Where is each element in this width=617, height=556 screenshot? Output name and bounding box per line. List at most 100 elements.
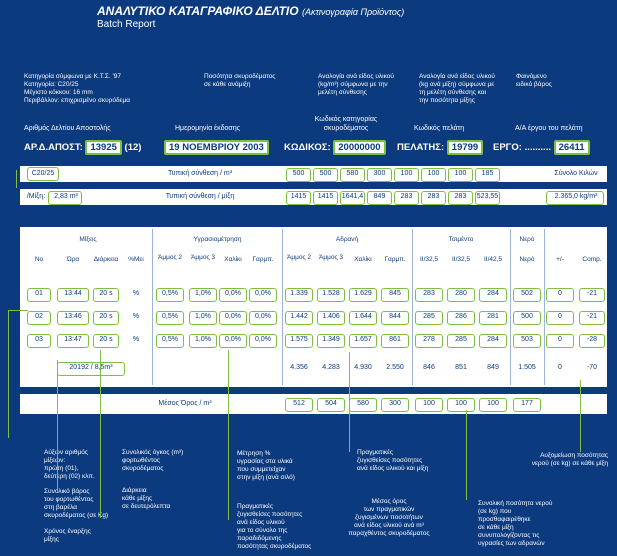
totals-cell: 4.356 — [290, 364, 308, 371]
connector-duration — [100, 350, 101, 518]
table-cell: 1.657 — [354, 336, 372, 343]
job-prefix: ΕΡΓΟ: .......... — [493, 142, 551, 153]
table-cell: 0,0% — [255, 290, 271, 297]
recipe-mix-value-box — [367, 191, 392, 205]
table-cell: 285 — [455, 336, 467, 343]
table-cell: 03 — [35, 336, 43, 343]
avg-cell-box — [513, 398, 541, 412]
recipe-mix-value: 849 — [373, 193, 386, 200]
column-header: Χαλίκι — [224, 256, 242, 263]
table-cell-box — [249, 288, 277, 302]
recipe-m3-value-box — [421, 168, 446, 182]
recipe-m3-value: 100 — [454, 170, 467, 177]
table-cell: 0,0% — [255, 336, 271, 343]
note-ratio-m3: Αναλογία ανά είδος υλικού (kg/m³) σύμφων… — [318, 73, 394, 96]
recipe-mix-value-box — [421, 191, 446, 205]
recipe-mix-value: 283 — [400, 193, 413, 200]
column-header: Άμμος 3 — [319, 254, 343, 261]
recipe-mix-value: 283 — [454, 193, 467, 200]
avg-cell-box — [415, 398, 443, 412]
connector-water-adj — [580, 380, 581, 452]
table-cell-box — [57, 311, 89, 325]
column-header: Άμμος 2 — [287, 254, 311, 261]
code-prefix: ΚΩΔΙΚΟΣ: — [284, 142, 331, 153]
note-water-adjust: Αυξομείωση ποσότητας νερού (σε kg) σε κά… — [531, 452, 608, 467]
column-header: Γαρμπ. — [252, 256, 274, 263]
recipe-m3-value: 500 — [292, 170, 305, 177]
job-label: Α/Α έργου του πελάτη — [515, 125, 583, 132]
note-actual-total: Πραγματικές ζυγισθείσες ποσότητες ανά εί… — [237, 503, 312, 550]
table-cell-box — [546, 288, 574, 302]
column-divider — [412, 229, 413, 385]
recipe-row2-label: Τυπική σύνθεση / μίξη — [165, 193, 235, 200]
recipe-mix-value-box — [475, 191, 500, 205]
recipe-mix-value: 1415 — [317, 193, 334, 200]
totals-cell: 0 — [558, 364, 562, 371]
mix-volume: 2,83 m³ — [54, 193, 78, 200]
column-divider — [544, 229, 545, 385]
table-cell-box — [93, 334, 119, 348]
column-header: Χαλίκι — [354, 256, 372, 263]
table-cell-box — [479, 311, 507, 325]
note-mean: Μέσος όρος των πραγματικών ζυγισμένων πο… — [348, 498, 430, 537]
date-field: 19 ΝΟΕΜΒΡΙΟΥ 2003 — [164, 140, 269, 155]
title-subtitle: (Ακτινογραφία Προϊόντος) — [301, 7, 405, 17]
table-cell-box — [189, 288, 217, 302]
recipe-m3-value: 300 — [373, 170, 386, 177]
table-cell: % — [132, 313, 140, 320]
table-cell: 286 — [455, 313, 467, 320]
table-cell-box — [479, 288, 507, 302]
avg-cell: 300 — [389, 400, 401, 407]
group-header: Νερό — [519, 236, 535, 243]
table-cell: 02 — [35, 313, 43, 320]
table-cell-box — [317, 311, 345, 325]
table-cell-box — [447, 311, 475, 325]
connector-actual-total — [228, 350, 229, 520]
column-header: Άμμος 3 — [191, 254, 215, 261]
table-cell: 0,0% — [225, 336, 241, 343]
totals-cell: -70 — [586, 364, 598, 371]
column-header: Ώρα — [66, 256, 80, 263]
totals-cell: 849 — [487, 364, 499, 371]
table-cell-box — [317, 334, 345, 348]
column-header: II/42,5 — [483, 256, 503, 263]
recipe-row1-right: Σύνολο Κιλών — [554, 170, 598, 177]
connector-water — [466, 410, 467, 500]
note-duration: Διάρκεια κάθε μίξης σε δευτερόλεπτα — [122, 487, 171, 510]
client-label: Κωδικός πελάτη — [414, 125, 465, 132]
table-cell: 284 — [487, 336, 499, 343]
connector-weight — [57, 360, 58, 490]
client-field: ΠΕΛΑΤΗΣ: 19799 — [397, 140, 484, 155]
column-header: Comp. — [582, 256, 602, 263]
column-header: +/- — [556, 256, 564, 263]
table-cell-box — [513, 311, 541, 325]
table-cell: -21 — [586, 313, 598, 320]
table-cell-box — [156, 311, 184, 325]
recipe-m3-value-box — [313, 168, 338, 182]
table-cell: 844 — [389, 313, 401, 320]
note-water-total: Συνολική ποσότητα νερού (σε kg) που προσ… — [478, 500, 553, 547]
ticket-extra: (12) — [124, 142, 142, 153]
note-category: Κατηγορία σύμφωνα με Κ.Τ.Σ. '97 Κατηγορί… — [24, 73, 130, 104]
note-actual-per-mix: Πραγματικές ζυγισθείσες ποσότητες ανά εί… — [357, 449, 429, 472]
table-cell-box — [57, 334, 89, 348]
table-cell-box — [349, 288, 377, 302]
table-cell-box — [415, 334, 443, 348]
recipe-m3-value-box — [475, 168, 500, 182]
avg-cell: 580 — [357, 400, 369, 407]
column-header: Νερό — [519, 256, 535, 263]
document-title: ΑΝΑΛΥΤΙΚΟ ΚΑΤΑΓΡΑΦΙΚΟ ΔΕΛΤΙΟ (Ακτινογραφ… — [97, 4, 404, 18]
avg-cell: 504 — [325, 400, 337, 407]
table-cell: 1.644 — [354, 313, 372, 320]
recipe-mix-value: 1641,4 — [341, 193, 364, 200]
table-cell: 1.442 — [290, 313, 308, 320]
column-header: Γαρμπ. — [384, 256, 406, 263]
table-cell: 1.575 — [290, 336, 308, 343]
table-cell: 0,0% — [225, 313, 241, 320]
table-cell: 278 — [423, 336, 435, 343]
totals-cell: 1.505 — [518, 364, 536, 371]
table-cell-box — [381, 334, 409, 348]
table-cell-box — [415, 288, 443, 302]
note-density: Φαινόμενο ειδικό βάρος — [516, 73, 552, 88]
table-cell-box — [546, 334, 574, 348]
